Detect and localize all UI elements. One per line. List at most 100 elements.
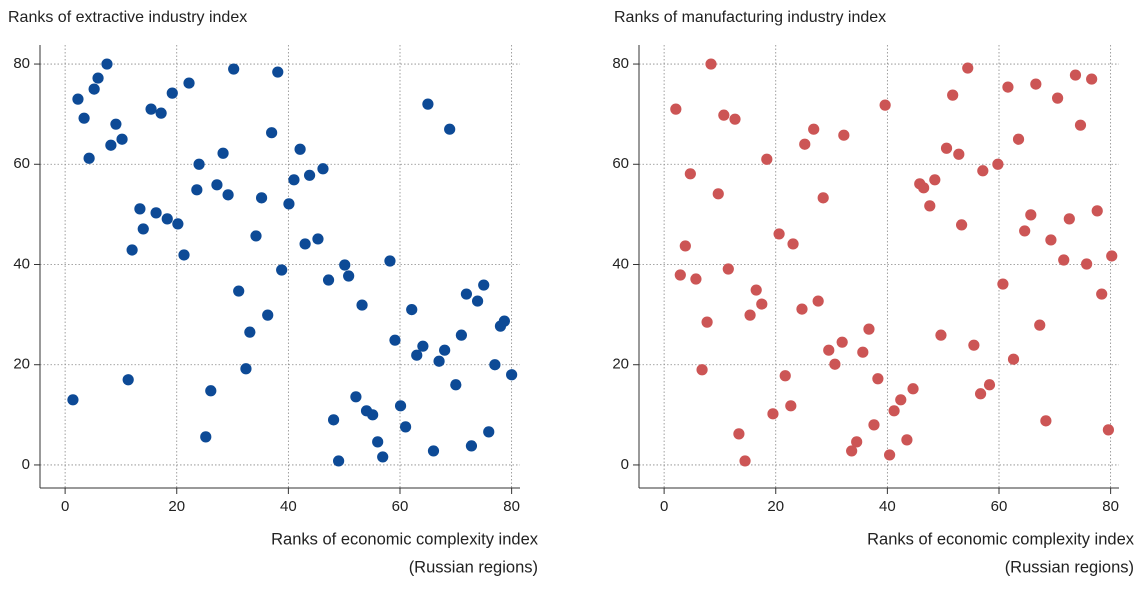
x-tick-label: 80 <box>503 498 520 515</box>
point <box>343 270 355 282</box>
point <box>327 414 340 426</box>
point <box>808 123 820 135</box>
point <box>72 93 84 105</box>
point <box>465 440 478 452</box>
point <box>101 58 113 70</box>
point <box>78 112 90 124</box>
point <box>953 148 965 160</box>
point <box>1007 353 1020 365</box>
point <box>110 118 122 130</box>
point <box>962 62 974 74</box>
x-tick-label: 0 <box>660 498 668 515</box>
point <box>1063 213 1075 225</box>
point <box>389 334 401 346</box>
point <box>935 329 947 341</box>
point <box>761 153 773 165</box>
point <box>1074 119 1087 131</box>
point <box>1045 234 1057 246</box>
y-tick-label: 40 <box>13 255 30 272</box>
point <box>399 421 412 433</box>
point <box>178 249 190 261</box>
point <box>303 169 316 181</box>
point <box>244 326 256 338</box>
x-axis-label: Ranks of economic complexity index <box>867 530 1135 548</box>
point <box>983 379 996 391</box>
point <box>394 400 407 412</box>
point <box>729 113 741 125</box>
point <box>767 408 779 420</box>
point <box>1025 209 1037 221</box>
point <box>200 431 212 443</box>
point <box>377 451 389 463</box>
point <box>266 127 278 139</box>
point <box>750 284 762 296</box>
point <box>722 263 734 275</box>
point <box>262 309 274 321</box>
point <box>228 63 240 75</box>
point <box>705 58 717 70</box>
point <box>787 238 799 250</box>
point <box>863 323 875 335</box>
point <box>406 303 418 316</box>
point <box>183 77 195 89</box>
point <box>333 455 345 467</box>
point <box>1052 92 1064 104</box>
point <box>250 230 262 242</box>
point <box>145 103 157 115</box>
point <box>799 138 811 150</box>
point <box>968 339 980 351</box>
point <box>1019 225 1031 237</box>
point <box>1002 81 1014 93</box>
y-tick-label: 20 <box>13 356 30 373</box>
point <box>929 174 941 186</box>
point <box>696 364 708 376</box>
point <box>427 445 440 457</box>
point <box>690 273 702 285</box>
point <box>191 184 203 196</box>
point <box>211 179 223 191</box>
y-tick-label: 40 <box>612 255 629 272</box>
point <box>367 409 379 421</box>
point <box>255 192 268 204</box>
point <box>506 369 518 381</box>
x-tick-label: 20 <box>168 498 185 515</box>
point <box>1086 73 1098 85</box>
point <box>122 374 134 386</box>
point <box>460 288 473 300</box>
point <box>222 189 234 201</box>
point <box>977 165 989 177</box>
point <box>817 192 829 204</box>
point <box>1106 250 1118 262</box>
point <box>161 213 173 225</box>
point <box>997 278 1009 290</box>
point <box>1102 424 1114 436</box>
point <box>974 388 987 400</box>
point <box>172 218 184 230</box>
point <box>1030 78 1042 90</box>
point <box>83 152 95 164</box>
chart-title: Ranks of manufacturing industry index <box>614 9 886 26</box>
point <box>322 274 335 286</box>
point <box>744 309 756 321</box>
point <box>317 163 329 175</box>
point <box>836 336 848 348</box>
point <box>276 264 288 276</box>
point <box>126 244 138 256</box>
point <box>339 259 351 271</box>
point <box>67 394 79 406</box>
point <box>411 349 423 361</box>
point <box>846 445 858 457</box>
point <box>272 66 284 78</box>
point <box>1040 415 1052 427</box>
point <box>756 298 768 310</box>
point <box>779 370 791 382</box>
point <box>233 285 245 297</box>
point <box>684 168 696 180</box>
point <box>956 219 968 231</box>
point <box>471 295 484 307</box>
y-tick-label: 80 <box>612 55 629 72</box>
x-tick-label: 20 <box>767 498 784 515</box>
panel: Ranks of manufacturing industry index 0 20… <box>612 9 1134 576</box>
point <box>283 198 295 210</box>
